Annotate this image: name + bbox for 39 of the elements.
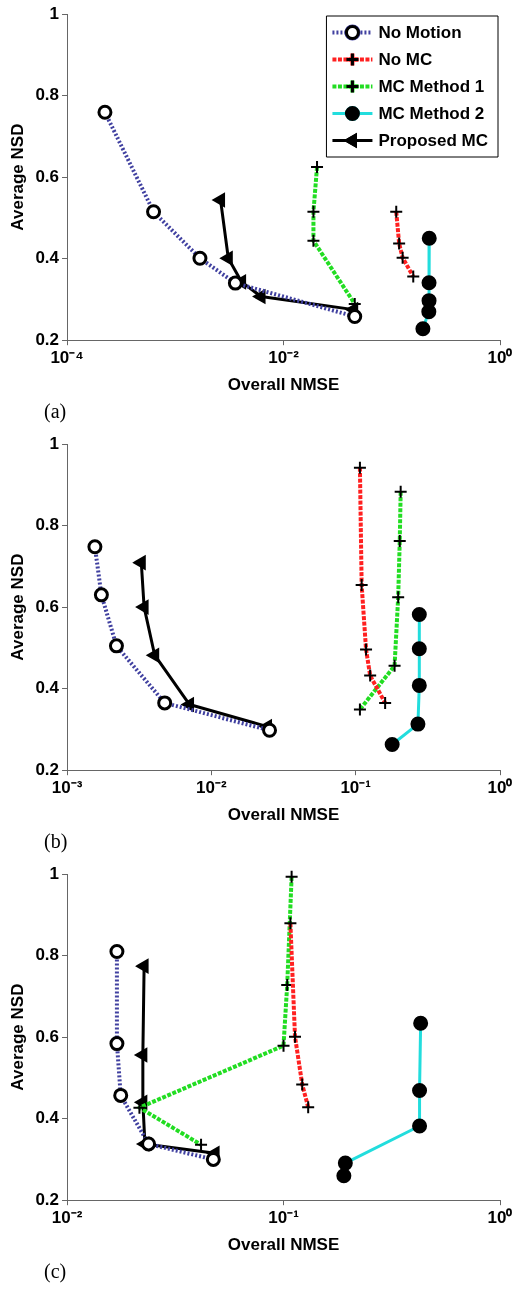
x-tick-label: 10⁻³ [51, 778, 83, 798]
legend-label: No MC [378, 50, 433, 70]
y-tick-label: 1 [49, 433, 60, 453]
x-tick-label: 10⁰ [487, 778, 513, 798]
y-tick-label: 0.2 [35, 759, 60, 779]
y-tick-label: 0.2 [35, 329, 60, 349]
x-tick-label: 10⁻² [196, 778, 227, 798]
x-axis-title: Overall NMSE [227, 805, 340, 825]
y-axis-title: Average NSD [7, 553, 27, 661]
x-tick-label: 10⁰ [487, 1208, 513, 1228]
y-tick-label: 0.8 [35, 945, 60, 965]
x-tick-label: 10⁻² [268, 348, 300, 368]
text: (b) [44, 830, 68, 853]
text: (a) [44, 400, 67, 423]
y-tick-label: 0.4 [35, 248, 60, 268]
y-tick-label: 0.6 [35, 1026, 60, 1046]
text: (c) [44, 1260, 67, 1283]
x-tick-label: 10⁻¹ [340, 778, 372, 798]
x-tick-label: 10⁻⁴ [50, 348, 84, 368]
y-axis-title: Average NSD [7, 123, 27, 231]
legend-label: No Motion [378, 23, 462, 43]
y-tick-label: 0.8 [35, 515, 60, 535]
x-axis-title: Overall NMSE [227, 375, 340, 395]
y-tick-label: 1 [49, 3, 60, 23]
x-tick-label: 10⁻¹ [268, 1208, 300, 1228]
y-tick-label: 0.4 [35, 1108, 60, 1128]
y-tick-label: 0.6 [35, 166, 60, 186]
y-axis-title: Average NSD [7, 983, 27, 1091]
x-tick-label: 10⁻² [51, 1208, 83, 1228]
y-tick-label: 0.4 [35, 678, 60, 698]
x-axis-title: Overall NMSE [227, 1235, 340, 1255]
y-tick-label: 1 [49, 863, 60, 883]
legend-label: Proposed MC [378, 131, 488, 151]
y-tick-label: 0.8 [35, 85, 60, 105]
y-tick-label: 0.6 [35, 596, 60, 616]
x-tick-label: 10⁰ [487, 348, 513, 368]
y-tick-label: 0.2 [35, 1189, 60, 1209]
legend-label: MC Method 2 [378, 104, 485, 124]
legend-label: MC Method 1 [378, 77, 485, 97]
